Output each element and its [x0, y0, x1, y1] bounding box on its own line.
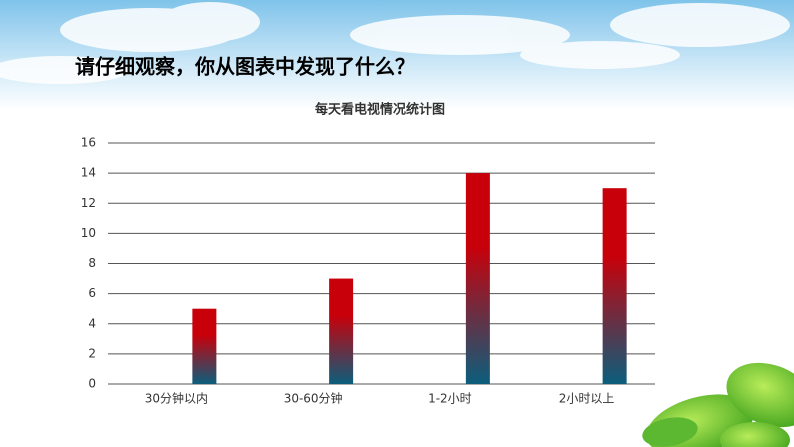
bar — [465, 173, 490, 384]
bar — [329, 278, 354, 384]
y-tick-label: 8 — [88, 256, 96, 270]
y-tick-label: 10 — [81, 226, 96, 240]
x-tick-label: 2小时以上 — [559, 392, 615, 406]
clouds — [0, 2, 790, 84]
leaves — [642, 362, 794, 447]
y-tick-label: 6 — [88, 286, 96, 300]
y-tick-label: 14 — [81, 166, 96, 180]
bar — [602, 188, 627, 384]
bar — [192, 308, 217, 384]
x-tick-label: 30分钟以内 — [145, 391, 208, 406]
y-tick-label: 16 — [81, 136, 96, 150]
x-tick-label: 1-2小时 — [428, 392, 472, 406]
y-tick-label: 12 — [81, 196, 96, 210]
heading: 请仔细观察，你从图表中发现了什么？ — [75, 55, 415, 79]
y-tick-label: 2 — [88, 346, 96, 360]
chart-title: 每天看电视情况统计图 — [315, 102, 445, 118]
y-tick-label: 4 — [88, 316, 96, 330]
x-tick-label: 30-60分钟 — [284, 391, 343, 406]
y-tick-label: 0 — [88, 377, 96, 391]
